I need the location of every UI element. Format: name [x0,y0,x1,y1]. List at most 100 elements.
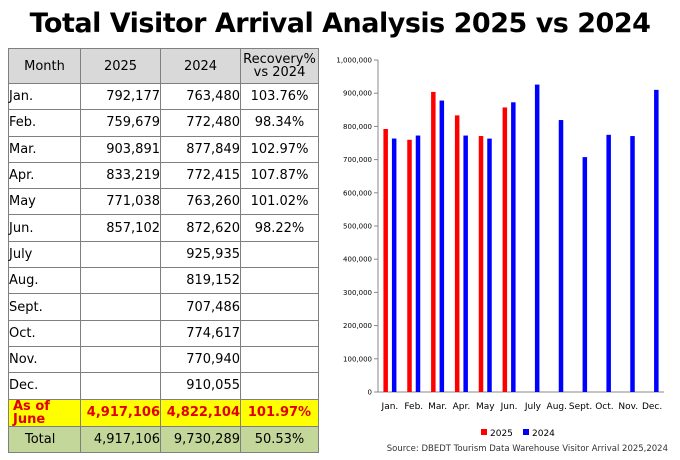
month-cell: Aug. [8,267,81,295]
recovery-cell: 102.97% [240,135,319,163]
value-2024-cell: 925,935 [160,240,241,269]
header-month: Month [8,48,81,84]
recovery-cell [240,267,319,295]
value-2024-cell: 819,152 [160,267,241,295]
as-of-june-row: As of June 4,917,106 4,822,104 101.97% [8,398,319,427]
y-tick-label: 400,000 [343,256,372,264]
value-2025-cell: 771,038 [80,188,161,216]
header-recovery: Recovery% vs 2024 [240,48,319,84]
value-2025-cell [80,345,161,374]
month-cell: Apr. [8,161,81,190]
table-row: Feb. 759,679 772,480 98.34% [8,109,319,137]
recovery-cell: 98.34% [240,109,319,137]
y-tick-label: 900,000 [343,90,372,98]
value-2024-cell: 770,940 [160,345,241,374]
month-cell: Mar. [8,135,81,163]
value-2024-cell: 763,260 [160,188,241,216]
table-row: Oct. 774,617 [8,319,319,347]
bar-2024-0 [391,138,397,392]
chart-title: Total Visitor Arrival Analysis 2025 vs 2… [29,8,651,39]
y-tick-label: 300,000 [343,289,372,297]
as-of-recovery: 101.97% [240,398,319,427]
table-row: May 771,038 763,260 101.02% [8,188,319,216]
y-tick-label: 500,000 [343,223,372,231]
x-tick-label: Dec. [642,402,662,412]
value-2024-cell: 772,480 [160,109,241,137]
bar-2024-3 [463,135,468,392]
bar-2024-9 [606,134,611,392]
x-tick-label: Jun. [500,402,518,412]
value-2025-cell: 833,219 [80,161,161,190]
bar-2025-1 [407,139,412,392]
month-cell: Dec. [8,372,81,400]
legend-label-2025: 2025 [490,429,513,439]
recovery-cell: 107.87% [240,161,319,190]
value-2025-cell: 857,102 [80,214,161,242]
table-row: Apr. 833,219 772,415 107.87% [8,161,319,190]
y-tick-label: 1,000,000 [336,57,372,65]
table-row: July 925,935 [8,240,319,269]
as-of-label: As of June [8,398,81,427]
value-2024-cell: 707,486 [160,293,241,321]
bar-2025-2 [431,91,436,392]
bar-2025-3 [454,115,460,393]
value-2025-cell [80,240,161,269]
value-2025-cell [80,293,161,321]
source-note: Source: DBEDT Tourism Data Warehouse Vis… [386,444,668,454]
bar-2025-5 [502,107,508,392]
month-cell: Jan. [8,82,81,111]
bar-2024-5 [511,102,516,392]
recovery-cell [240,293,319,321]
table-row: Nov. 770,940 [8,345,319,374]
bar-2024-1 [415,135,421,393]
recovery-cell [240,240,319,269]
header-2025: 2025 [80,48,161,84]
total-recovery: 50.53% [240,425,319,453]
bar-2025-0 [383,128,388,392]
legend-swatch-2024 [523,429,529,435]
month-cell: Feb. [8,109,81,137]
value-2024-cell: 910,055 [160,372,241,400]
month-cell: May [8,188,81,216]
month-cell: Oct. [8,319,81,347]
y-tick-label: 700,000 [343,156,372,164]
y-tick-label: 0 [368,389,372,397]
x-tick-label: Mar. [428,402,447,412]
total-2024: 9,730,289 [160,425,241,453]
legend-label-2024: 2024 [532,429,555,439]
table-row: Jun. 857,102 872,620 98.22% [8,214,319,242]
x-tick-label: Sept. [569,402,592,412]
bar-2024-10 [630,136,635,392]
total-label: Total [8,425,81,453]
value-2024-cell: 877,849 [160,135,241,163]
recovery-cell: 98.22% [240,214,319,242]
bar-2024-4 [487,138,492,392]
value-2025-cell [80,267,161,295]
as-of-2025: 4,917,106 [80,398,161,427]
bar-2024-2 [439,100,445,392]
bar-2024-8 [582,157,588,392]
value-2024-cell: 772,415 [160,161,241,190]
value-2025-cell: 903,891 [80,135,161,163]
value-2024-cell: 872,620 [160,214,241,242]
value-2025-cell: 759,679 [80,109,161,137]
value-2025-cell: 792,177 [80,82,161,111]
bar-2024-6 [534,84,540,392]
month-cell: Sept. [8,293,81,321]
month-cell: Jun. [8,214,81,242]
x-tick-label: May [476,402,495,412]
header-2024: 2024 [160,48,241,84]
value-2024-cell: 763,480 [160,82,241,111]
bar-2024-7 [558,120,564,392]
x-tick-label: Feb. [404,402,423,412]
x-tick-label: Jan. [381,402,399,412]
y-tick-label: 800,000 [343,123,372,131]
x-tick-label: Aug. [547,402,567,412]
value-2024-cell: 774,617 [160,319,241,347]
as-of-2024: 4,822,104 [160,398,241,427]
month-cell: July [8,240,81,269]
recovery-cell [240,372,319,400]
table-row: Mar. 903,891 877,849 102.97% [8,135,319,163]
x-tick-label: Oct. [595,402,613,412]
table-row: Jan. 792,177 763,480 103.76% [8,82,319,111]
